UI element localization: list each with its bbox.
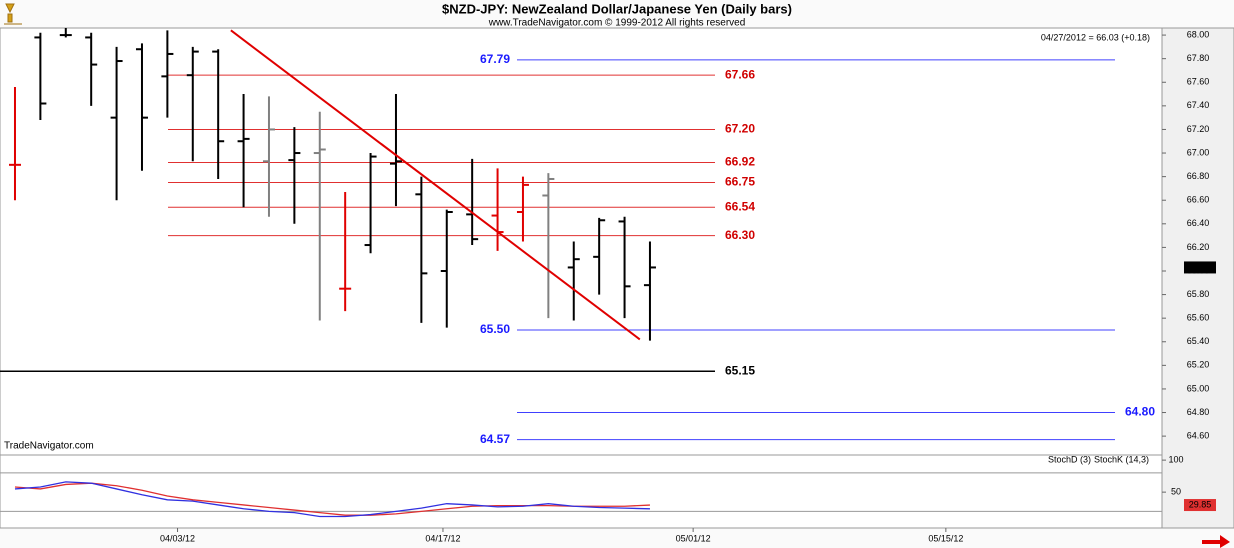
header-note: 04/27/2012 = 66.03 (+0.18) <box>1041 32 1150 42</box>
y-tick-label: 65.00 <box>1187 383 1210 393</box>
y-tick-label: 67.20 <box>1187 124 1210 134</box>
y-tick-label: 66.60 <box>1187 195 1210 205</box>
level-label: 66.54 <box>725 199 755 213</box>
last-value-label: 29.85 <box>1189 499 1212 509</box>
y-tick-label: 66.20 <box>1187 242 1210 252</box>
legend-entry: StochK (14,3) <box>1094 454 1149 464</box>
axis-area <box>1161 27 1234 529</box>
y-tick-label: 65.80 <box>1187 289 1210 299</box>
last-price-box <box>1184 261 1216 274</box>
y-tick-label: 65.20 <box>1187 360 1210 370</box>
y-tick-label: 66.80 <box>1187 171 1210 181</box>
level-label: 67.79 <box>480 52 510 66</box>
y-tick-label: 65.40 <box>1187 336 1210 346</box>
y-tick-label: 67.60 <box>1187 77 1210 87</box>
x-tick-label: 04/03/12 <box>160 533 195 543</box>
chart-subtitle: www.TradeNavigator.com © 1999-2012 All r… <box>488 18 746 29</box>
last-value-box <box>1184 499 1216 512</box>
level-label: 66.75 <box>725 175 755 189</box>
stoch-line <box>14 482 650 516</box>
scroll-arrow <box>1202 535 1230 548</box>
x-tick-label: 05/15/12 <box>928 533 963 543</box>
y-tick-label: 64.60 <box>1187 431 1210 441</box>
plot-area <box>0 27 1163 529</box>
level-label: 64.80 <box>1125 405 1155 419</box>
stoch-line <box>14 481 650 518</box>
y-tick-label: 67.80 <box>1187 53 1210 63</box>
x-tick-label: 05/01/12 <box>676 533 711 543</box>
level-label: 67.20 <box>725 122 755 136</box>
x-tick-label: 04/17/12 <box>425 533 460 543</box>
y-tick-label: 66.40 <box>1187 218 1210 228</box>
level-label: 64.57 <box>480 432 510 446</box>
y-tick-label: 65.60 <box>1187 313 1210 323</box>
chart-title: $NZD-JPY: NewZealand Dollar/Japanese Yen… <box>442 1 792 16</box>
level-label: 67.66 <box>725 67 755 81</box>
legend-entry: StochD (3) <box>1048 454 1091 464</box>
logo <box>4 3 22 25</box>
y-tick-label: 50 <box>1171 487 1181 497</box>
level-label: 65.50 <box>480 322 510 336</box>
y-tick-label: 67.40 <box>1187 100 1210 110</box>
y-tick-label: 64.80 <box>1187 407 1210 417</box>
y-tick-label: 100 <box>1168 454 1183 464</box>
last-price-label: 66.03 <box>1189 262 1212 272</box>
watermark: TradeNavigator.com <box>4 441 94 452</box>
level-label: 66.30 <box>725 228 755 242</box>
trendline <box>230 29 641 341</box>
level-label: 66.92 <box>725 155 755 169</box>
y-tick-label: 68.00 <box>1187 29 1210 39</box>
level-label: 65.15 <box>725 363 755 377</box>
y-tick-label: 67.00 <box>1187 147 1210 157</box>
